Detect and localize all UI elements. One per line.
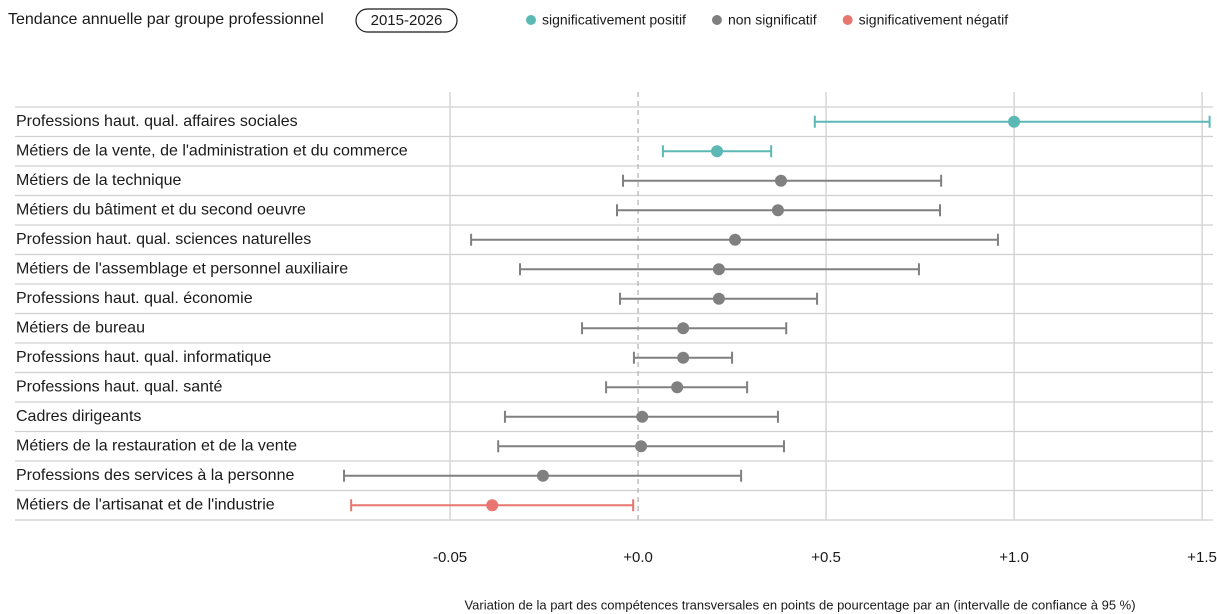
x-tick-label: +1.0 — [999, 549, 1029, 566]
point — [536, 469, 549, 482]
legend-label: significativement positif — [542, 12, 686, 28]
x-axis-label: Variation de la part des compétences tra… — [464, 597, 1135, 612]
row-label: Professions haut. qual. informatique — [16, 349, 271, 366]
row-label: Cadres dirigeants — [16, 408, 141, 425]
point — [677, 351, 690, 364]
point — [712, 292, 725, 305]
row-label: Métiers de la vente, de l'administration… — [16, 142, 408, 159]
chart-title: Tendance annuelle par groupe professionn… — [8, 11, 324, 28]
point — [1008, 115, 1021, 128]
row-label: Professions haut. qual. économie — [16, 290, 253, 307]
point — [774, 174, 787, 187]
point — [635, 440, 648, 453]
point — [486, 499, 499, 512]
point — [729, 233, 742, 246]
row-label: Professions haut. qual. santé — [16, 378, 222, 395]
point — [677, 322, 690, 335]
point — [712, 263, 725, 276]
row-label: Métiers de l'assemblage et personnel aux… — [16, 260, 348, 277]
legend-marker — [526, 15, 536, 25]
x-tick-label: +0.5 — [811, 549, 841, 566]
row-label: Métiers de l'artisanat et de l'industrie — [16, 496, 275, 513]
point — [636, 410, 649, 423]
point — [671, 381, 684, 394]
x-tick-label: +0.0 — [623, 549, 653, 566]
row-label: Professions des services à la personne — [16, 467, 294, 484]
subtitle-badge — [355, 8, 458, 33]
point — [711, 145, 724, 158]
legend-marker — [842, 15, 853, 25]
legend-marker — [711, 15, 722, 25]
point — [771, 204, 784, 217]
row-label: Métiers du bâtiment et du second oeuvre — [16, 201, 306, 218]
row-label: Métiers de bureau — [16, 319, 145, 336]
row-label: Professions haut. qual. affaires sociale… — [16, 113, 298, 130]
row-label: Profession haut. qual. sciences naturell… — [16, 231, 311, 248]
x-tick-label: +1.5 — [1187, 549, 1217, 566]
x-tick-label: -0.05 — [433, 549, 467, 566]
row-label: Métiers de la technique — [16, 172, 182, 189]
legend-label: significativement négatif — [859, 12, 1009, 28]
legend-label: non significatif — [728, 12, 817, 28]
row-label: Métiers de la restauration et de la vent… — [16, 437, 297, 454]
subtitle: 2015-2026 — [371, 12, 443, 29]
